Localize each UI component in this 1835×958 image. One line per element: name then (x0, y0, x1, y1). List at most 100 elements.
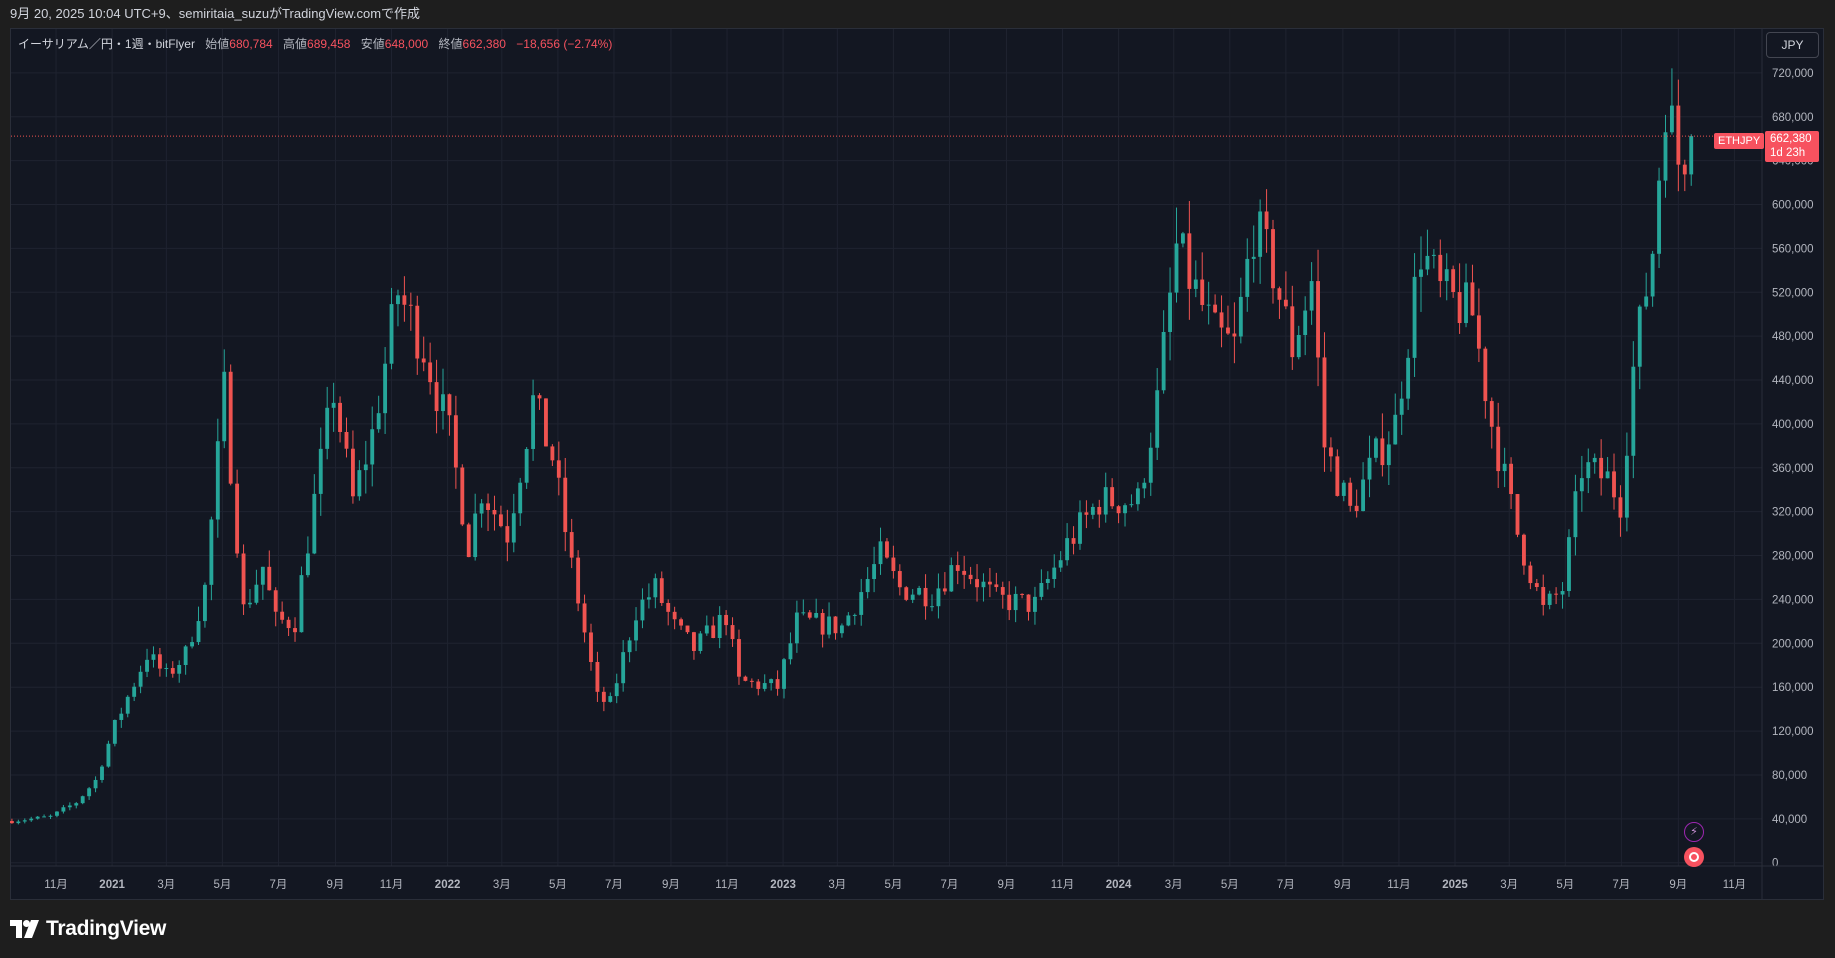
candle-body (1161, 331, 1166, 391)
candle-body (1489, 401, 1494, 427)
x-tick-label: 5月 (1556, 879, 1574, 891)
candle-body (9, 821, 14, 824)
candle-body (1567, 537, 1571, 592)
candle-body (839, 625, 844, 634)
candle-body (1084, 512, 1089, 515)
candle-body (749, 680, 754, 682)
candle-body (897, 571, 902, 588)
candle-body (518, 482, 523, 514)
candle-body (743, 676, 748, 681)
candle-body (1232, 333, 1237, 337)
tradingview-logo[interactable]: TradingView (10, 914, 166, 944)
candle-body (331, 402, 336, 408)
candle-body (1187, 233, 1192, 289)
candle-body (711, 625, 716, 639)
x-tick-label: 3月 (493, 879, 511, 891)
candle-body (544, 398, 548, 447)
candle-body (48, 815, 53, 817)
candle-body (1335, 456, 1340, 496)
x-tick-label: 7月 (605, 879, 623, 891)
candle-body (87, 788, 92, 797)
candle-body (1174, 243, 1179, 293)
candle-body (1644, 296, 1649, 307)
legend-low-value: 648,000 (384, 37, 429, 51)
candle-body (936, 588, 941, 607)
x-tick-label: 3月 (1165, 879, 1183, 891)
candle-body (260, 566, 265, 585)
candle-body (1386, 444, 1391, 466)
candle-body (1457, 292, 1462, 324)
y-tick-label: 440,000 (1772, 375, 1814, 387)
candle-body (1412, 276, 1417, 358)
candle-body (827, 616, 831, 635)
x-tick-label: 7月 (1277, 879, 1295, 891)
candle-body (1579, 478, 1584, 492)
candle-body (305, 553, 310, 576)
candle-body (209, 519, 214, 585)
bar-countdown: 1d 23h (1770, 147, 1806, 159)
candle-body (955, 565, 960, 571)
candle-body (1110, 487, 1115, 507)
target-icon[interactable] (1684, 847, 1704, 867)
candle-body (1290, 306, 1295, 358)
candle-body (511, 513, 516, 543)
candle-body (1219, 312, 1224, 328)
chart-pane[interactable] (10, 28, 1824, 900)
tradingview-logo-icon (10, 920, 39, 938)
candle-body (531, 395, 536, 449)
x-tick-label: 2021 (99, 879, 125, 891)
candle-body (1103, 487, 1108, 515)
candle-body (164, 668, 169, 670)
candle-body (1399, 398, 1404, 415)
candle-body (157, 654, 162, 669)
x-tick-label: 11月 (44, 879, 67, 891)
candle-body (692, 632, 696, 651)
y-tick-label: 600,000 (1772, 200, 1814, 212)
x-tick-label: 11月 (380, 879, 403, 891)
x-tick-label: 9月 (1334, 879, 1352, 891)
candle-body (312, 493, 317, 554)
y-tick-label: 480,000 (1772, 331, 1814, 343)
candle-body (1515, 494, 1520, 535)
last-price-label: 662,380 1d 23h (1765, 131, 1819, 162)
candle-body (904, 587, 909, 600)
candle-body (241, 553, 246, 605)
legend-open-label: 始値 (205, 37, 230, 51)
candle-body (1200, 279, 1205, 305)
candle-body (453, 415, 458, 468)
candle-body (672, 611, 677, 620)
candle-body (338, 402, 342, 432)
time-axis: 11月 2021 3月 5月 7月 9月 11月 2022 3月 5月 7月 9月 11月 2023 3月 5… (11, 865, 1823, 891)
candle-body (55, 811, 59, 816)
candle-body (1541, 587, 1546, 605)
candle-body (1065, 538, 1070, 561)
candle-body (634, 620, 638, 641)
legend-symbol[interactable]: イーサリアム／円・1週・bitFlyer (18, 37, 195, 51)
candle-body (74, 803, 79, 806)
x-tick-label: 9月 (662, 879, 680, 891)
candle-body (846, 615, 851, 626)
x-tick-label: 2022 (435, 879, 461, 891)
candle-body (782, 659, 786, 689)
candle-body (1148, 447, 1153, 483)
candle-body (820, 613, 825, 635)
candle-body (106, 743, 111, 767)
x-tick-label: 11月 (1723, 879, 1746, 891)
currency-button[interactable]: JPY (1766, 32, 1819, 58)
x-tick-label: 11月 (1387, 879, 1410, 891)
candle-body (473, 513, 478, 558)
candle-body (859, 592, 864, 615)
candle-body (1502, 463, 1507, 472)
candle-body (833, 616, 838, 634)
candle-body (1534, 583, 1539, 588)
candle-body (145, 659, 149, 672)
flash-icon[interactable]: ⚡ (1684, 822, 1704, 842)
candle-body (16, 821, 21, 824)
candle-body (1303, 310, 1308, 336)
candle-body (505, 526, 510, 543)
candle-body (1361, 479, 1366, 512)
candle-body (357, 470, 362, 497)
candle-body (1180, 233, 1185, 244)
candle-body (170, 668, 175, 674)
